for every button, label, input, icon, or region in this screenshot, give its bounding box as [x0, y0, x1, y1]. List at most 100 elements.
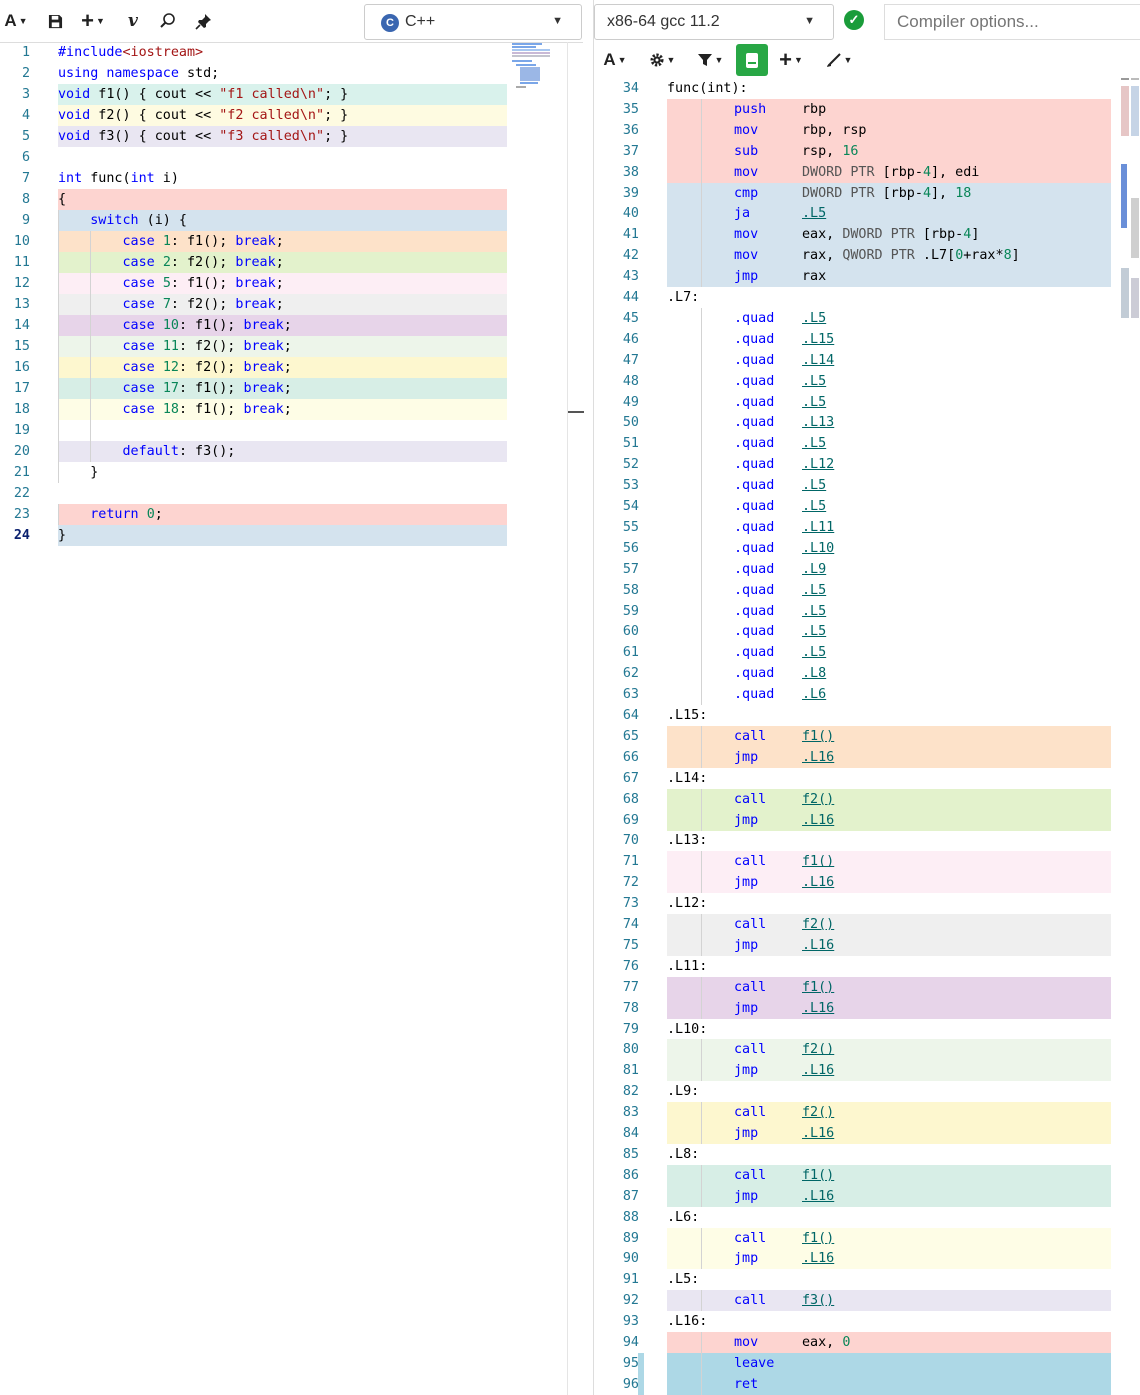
- asm-line[interactable]: 52 .quad .L12: [594, 454, 1111, 476]
- add-pane-button[interactable]: + ▼: [78, 8, 108, 34]
- asm-line[interactable]: 96 ret: [594, 1373, 1111, 1395]
- asm-label-link[interactable]: f1(): [802, 979, 835, 995]
- asm-label-line[interactable]: 82 .L9:: [594, 1081, 1111, 1102]
- asm-line[interactable]: 51 .quad .L5: [594, 433, 1111, 455]
- asm-line[interactable]: 59 .quad .L5: [594, 600, 1111, 622]
- asm-label-link[interactable]: f3(): [802, 1293, 835, 1309]
- asm-label-line[interactable]: 79 .L10:: [594, 1019, 1111, 1040]
- code-minimap[interactable]: [512, 42, 567, 90]
- font-size-button[interactable]: A ▼: [2, 8, 30, 34]
- asm-label-link[interactable]: .L9: [802, 561, 827, 577]
- pin-button[interactable]: [193, 8, 215, 34]
- settings-button[interactable]: ▼: [646, 47, 678, 73]
- asm-label-line[interactable]: 67 .L14:: [594, 768, 1111, 789]
- source-line[interactable]: 12 case 5: f1(); break;: [0, 273, 507, 294]
- source-line[interactable]: 14 case 10: f1(); break;: [0, 315, 507, 336]
- asm-label-link[interactable]: .L16: [802, 1126, 835, 1141]
- output-button[interactable]: [736, 44, 768, 76]
- asm-label-link[interactable]: .L16: [802, 749, 835, 765]
- source-line[interactable]: 18 case 18: f1(); break;: [0, 399, 507, 420]
- asm-line[interactable]: 66 jmp .L16: [594, 746, 1111, 768]
- asm-label-link[interactable]: .L5: [802, 645, 827, 661]
- asm-label-link[interactable]: f2(): [802, 1105, 835, 1121]
- asm-line[interactable]: 48 .quad .L5: [594, 370, 1111, 392]
- asm-label-link[interactable]: .L11: [802, 519, 835, 535]
- asm-label-link[interactable]: .L5: [802, 624, 827, 640]
- asm-line[interactable]: 43 jmp rax: [594, 266, 1111, 288]
- asm-label-link[interactable]: .L6: [802, 687, 827, 703]
- asm-line[interactable]: 75 jmp .L16: [594, 934, 1111, 956]
- asm-line[interactable]: 37 sub rsp, 16: [594, 140, 1111, 162]
- asm-label-line[interactable]: 88 .L6:: [594, 1207, 1111, 1228]
- asm-label-link[interactable]: .L5: [802, 373, 827, 389]
- source-line[interactable]: 16 case 12: f2(); break;: [0, 357, 507, 378]
- asm-line[interactable]: 58 .quad .L5: [594, 579, 1111, 601]
- source-line[interactable]: 3 void f1() { cout << "f1 called\n"; }: [0, 84, 507, 105]
- asm-line[interactable]: 83 call f2(): [594, 1102, 1111, 1124]
- asm-label-link[interactable]: .L16: [802, 1188, 835, 1204]
- asm-label-line[interactable]: 91 .L5:: [594, 1269, 1111, 1290]
- code-editor[interactable]: 1 #include<iostream> 2 using namespace std;…: [0, 42, 567, 1395]
- asm-label-line[interactable]: 44 .L7:: [594, 287, 1111, 308]
- asm-line[interactable]: 38 mov DWORD PTR [rbp-4], edi: [594, 161, 1111, 183]
- asm-label-link[interactable]: .L16: [802, 1000, 835, 1016]
- asm-label-link[interactable]: .L5: [802, 436, 827, 452]
- asm-line[interactable]: 41 mov eax, DWORD PTR [rbp-4]: [594, 224, 1111, 246]
- source-line[interactable]: 13 case 7: f2(); break;: [0, 294, 507, 315]
- source-line[interactable]: 4 void f2() { cout << "f2 called\n"; }: [0, 105, 507, 126]
- asm-label-link[interactable]: .L16: [802, 1063, 835, 1079]
- asm-label-line[interactable]: 76 .L11:: [594, 956, 1111, 977]
- asm-label-link[interactable]: .L14: [802, 352, 835, 368]
- asm-label-link[interactable]: .L5: [802, 206, 827, 222]
- asm-line[interactable]: 90 jmp .L16: [594, 1248, 1111, 1270]
- asm-line[interactable]: 62 .quad .L8: [594, 663, 1111, 685]
- source-line[interactable]: 6: [0, 147, 507, 168]
- font-size-button[interactable]: A ▼: [600, 47, 630, 73]
- source-line[interactable]: 24}: [0, 525, 507, 546]
- check-icon[interactable]: ✓: [844, 10, 864, 30]
- source-line[interactable]: 8{: [0, 189, 507, 210]
- asm-line[interactable]: 42 mov rax, QWORD PTR .L7[0+rax*8]: [594, 245, 1111, 267]
- asm-line[interactable]: 68 call f2(): [594, 788, 1111, 810]
- asm-line[interactable]: 74 call f2(): [594, 914, 1111, 935]
- asm-line[interactable]: 86 call f1(): [594, 1164, 1111, 1186]
- asm-label-link[interactable]: f2(): [802, 1042, 835, 1058]
- compiler-select[interactable]: x86-64 gcc 11.2 ▼: [594, 4, 834, 40]
- assembly-output[interactable]: 34 func(int): 35 push rbp 36 mov rbp, rsp 37 sub r…: [594, 78, 1140, 1395]
- asm-label-link[interactable]: .L16: [802, 812, 835, 828]
- asm-line[interactable]: 57 .quad .L9: [594, 558, 1111, 580]
- asm-label-line[interactable]: 93 .L16:: [594, 1311, 1111, 1332]
- asm-label-line[interactable]: 85 .L8:: [594, 1144, 1111, 1165]
- source-line[interactable]: 11 case 2: f2(); break;: [0, 252, 507, 273]
- asm-line[interactable]: 77 call f1(): [594, 976, 1111, 998]
- asm-line[interactable]: 53 .quad .L5: [594, 475, 1111, 497]
- filter-button[interactable]: ▼: [694, 47, 726, 73]
- asm-line[interactable]: 49 .quad .L5: [594, 391, 1111, 413]
- asm-line[interactable]: 81 jmp .L16: [594, 1060, 1111, 1082]
- language-select[interactable]: C C++ ▼: [364, 4, 582, 40]
- search-button[interactable]: [157, 8, 179, 34]
- add-tool-button[interactable]: + ▼: [776, 47, 806, 73]
- asm-label-link[interactable]: f1(): [802, 728, 835, 744]
- source-line[interactable]: 7 int func(int i): [0, 168, 507, 189]
- asm-line[interactable]: 40 ja .L5: [594, 203, 1111, 225]
- asm-label-link[interactable]: .L5: [802, 499, 827, 514]
- source-line[interactable]: 17 case 17: f1(); break;: [0, 378, 507, 399]
- asm-line[interactable]: 46 .quad .L15: [594, 328, 1111, 350]
- source-line[interactable]: 2 using namespace std;: [0, 63, 507, 84]
- asm-line[interactable]: 92 call f3(): [594, 1290, 1111, 1312]
- asm-label-link[interactable]: .L10: [802, 540, 835, 556]
- asm-label-link[interactable]: .L12: [802, 457, 835, 473]
- source-line[interactable]: 20 default: f3();: [0, 441, 507, 462]
- asm-label-link[interactable]: .L8: [802, 666, 827, 682]
- asm-line[interactable]: 35 push rbp: [594, 98, 1111, 120]
- source-line[interactable]: 1 #include<iostream>: [0, 42, 507, 63]
- asm-line[interactable]: 72 jmp .L16: [594, 872, 1111, 894]
- asm-line[interactable]: 65 call f1(): [594, 725, 1111, 747]
- asm-line[interactable]: 78 jmp .L16: [594, 997, 1111, 1019]
- tools-button[interactable]: ▼: [822, 47, 856, 73]
- asm-line[interactable]: 63 .quad .L6: [594, 684, 1111, 706]
- vim-mode-button[interactable]: v: [122, 8, 144, 34]
- asm-line[interactable]: 39 cmp DWORD PTR [rbp-4], 18: [594, 182, 1111, 204]
- asm-label-link[interactable]: .L5: [802, 478, 827, 494]
